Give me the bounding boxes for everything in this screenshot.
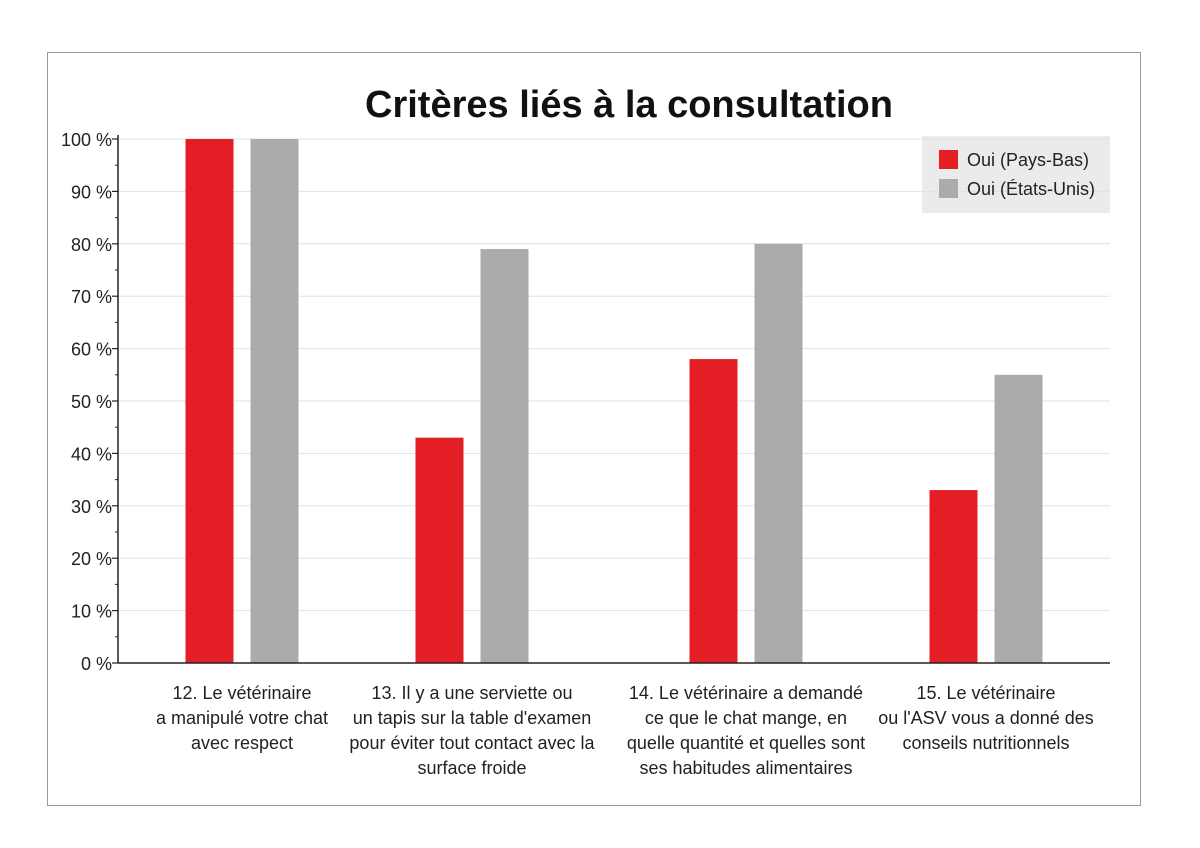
category-label-line: 12. Le vétérinaire — [172, 683, 311, 703]
category-label-4: 15. Le vétérinaire ou l'ASV vous a donné … — [878, 683, 1094, 753]
legend-swatch-2 — [939, 179, 958, 198]
chart: 0 % 10 % 20 % 30 % 40 % 50 % 60 % 70 % 80 % 90 % 1… — [61, 84, 1110, 778]
bar-etats-unis-1 — [250, 139, 299, 663]
category-labels: 12. Le vétérinaire a manipulé votre chat a… — [156, 683, 1094, 778]
bars — [185, 139, 1043, 664]
legend: Oui (Pays-Bas) Oui (États-Unis) — [939, 150, 1095, 199]
category-label-line: ce que le chat mange, en — [645, 708, 847, 728]
category-label-3: 14. Le vétérinaire a demandé ce que le ch… — [627, 683, 865, 778]
chart-frame: 0 % 10 % 20 % 30 % 40 % 50 % 60 % 70 % 80 % 90 % 1… — [47, 52, 1141, 806]
bar-etats-unis-3 — [754, 243, 803, 664]
chart-title: Critères liés à la consultation — [365, 84, 893, 126]
category-label-line: 14. Le vétérinaire a demandé — [629, 683, 863, 703]
legend-label-1: Oui (Pays-Bas) — [967, 150, 1089, 170]
category-label-line: ses habitudes alimentaires — [639, 758, 852, 778]
bar-pays-bas-1 — [185, 139, 234, 663]
category-label-2: 13. Il y a une serviette ou un tapis sur … — [349, 683, 595, 778]
category-label-line: un tapis sur la table d'examen — [353, 708, 592, 728]
y-tick-label: 30 % — [71, 497, 112, 517]
category-label-line: 15. Le vétérinaire — [916, 683, 1055, 703]
category-label-line: 13. Il y a une serviette ou — [371, 683, 572, 703]
y-tick-label: 0 % — [81, 654, 112, 674]
y-tick-label: 80 % — [71, 235, 112, 255]
y-tick-label: 100 % — [61, 130, 112, 150]
bar-pays-bas-2 — [415, 437, 464, 663]
category-label-line: quelle quantité et quelles sont — [627, 733, 865, 753]
legend-label-2: Oui (États-Unis) — [967, 179, 1095, 199]
category-label-line: surface froide — [417, 758, 526, 778]
y-tick-labels: 0 % 10 % 20 % 30 % 40 % 50 % 60 % 70 % 80 % 90 % 1… — [61, 130, 112, 674]
bar-etats-unis-4 — [994, 374, 1043, 663]
y-tick-label: 60 % — [71, 340, 112, 360]
bar-etats-unis-2 — [480, 249, 529, 664]
legend-swatch-1 — [939, 150, 958, 169]
category-label-line: pour éviter tout contact avec la — [349, 733, 595, 753]
y-tick-label: 70 % — [71, 287, 112, 307]
category-label-1: 12. Le vétérinaire a manipulé votre chat a… — [156, 683, 328, 753]
legend-box — [922, 136, 1110, 213]
y-tick-label: 40 % — [71, 444, 112, 464]
y-tick-label: 10 % — [71, 602, 112, 622]
bar-pays-bas-3 — [689, 359, 738, 663]
category-label-line: a manipulé votre chat — [156, 708, 328, 728]
y-tick-label: 20 % — [71, 549, 112, 569]
category-label-line: avec respect — [191, 733, 293, 753]
category-label-line: ou l'ASV vous a donné des — [878, 708, 1094, 728]
y-tick-label: 50 % — [71, 392, 112, 412]
bar-pays-bas-4 — [929, 490, 978, 663]
axes — [112, 135, 1110, 664]
category-label-line: conseils nutritionnels — [902, 733, 1069, 753]
y-tick-label: 90 % — [71, 182, 112, 202]
